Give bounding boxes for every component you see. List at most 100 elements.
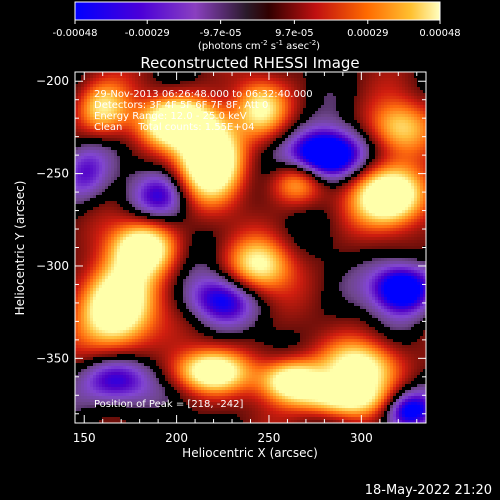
heatmap-cell: [192, 102, 196, 106]
heatmap-cell: [366, 165, 370, 169]
heatmap-cell: [306, 96, 310, 100]
heatmap-cell: [195, 132, 199, 136]
heatmap-cell: [111, 114, 115, 118]
heatmap-cell: [159, 117, 163, 121]
colorbar-unit-label: (photons cm-2 s-1 asec-2): [198, 39, 320, 52]
heatmap-cell: [267, 171, 271, 175]
heatmap-cell: [87, 132, 91, 136]
heatmap-cell: [177, 171, 181, 175]
heatmap-cell: [255, 108, 259, 112]
heatmap-cell: [402, 156, 406, 160]
heatmap-cell: [414, 102, 418, 106]
heatmap-cell: [186, 93, 190, 97]
heatmap-cell: [252, 84, 256, 88]
heatmap-cell: [168, 180, 172, 184]
heatmap-cell: [108, 186, 112, 190]
heatmap-cell: [258, 162, 262, 166]
heatmap-cell: [183, 72, 187, 76]
heatmap-cell: [237, 147, 241, 151]
heatmap-cell: [222, 168, 226, 172]
heatmap-cell: [75, 78, 79, 82]
heatmap-cell: [288, 183, 292, 187]
heatmap-cell: [225, 120, 229, 124]
heatmap-cell: [144, 144, 148, 148]
heatmap-cell: [387, 159, 391, 163]
heatmap-cell: [270, 123, 274, 127]
heatmap-cell: [297, 84, 301, 88]
heatmap-cell: [291, 123, 295, 127]
heatmap-cell: [153, 123, 157, 127]
heatmap-cell: [156, 168, 160, 172]
heatmap-cell: [111, 99, 115, 103]
heatmap-cell: [81, 81, 85, 85]
heatmap-cell: [168, 183, 172, 187]
heatmap-cell: [81, 171, 85, 175]
heatmap-cell: [81, 114, 85, 118]
heatmap-cell: [369, 168, 373, 172]
heatmap-cell: [411, 177, 415, 181]
heatmap-cell: [180, 150, 184, 154]
heatmap-cell: [174, 156, 178, 160]
heatmap-cell: [78, 156, 82, 160]
heatmap-cell: [123, 198, 127, 202]
heatmap-cell: [336, 114, 340, 118]
heatmap-cell: [105, 105, 109, 109]
heatmap-cell: [342, 183, 346, 187]
heatmap-cell: [213, 138, 217, 142]
heatmap-cell: [282, 81, 286, 85]
heatmap-cell: [147, 141, 151, 145]
heatmap-cell: [321, 72, 325, 76]
heatmap-cell: [105, 138, 109, 142]
heatmap-cell: [105, 153, 109, 157]
heatmap-cell: [381, 72, 385, 76]
heatmap-cell: [240, 198, 244, 202]
heatmap-cell: [246, 165, 250, 169]
heatmap-cell: [162, 198, 166, 202]
heatmap-cell: [417, 126, 421, 130]
heatmap-cell: [402, 129, 406, 133]
heatmap-cell: [315, 72, 319, 76]
heatmap-cell: [342, 177, 346, 181]
heatmap-cell: [381, 123, 385, 127]
heatmap-cell: [207, 75, 211, 79]
heatmap-cell: [333, 96, 337, 100]
heatmap-cell: [105, 186, 109, 190]
colorbar: [74, 1, 441, 21]
heatmap-cell: [285, 111, 289, 115]
heatmap-cell: [132, 105, 136, 109]
heatmap-cell: [267, 186, 271, 190]
heatmap-cell: [321, 186, 325, 190]
heatmap-cell: [375, 87, 379, 91]
heatmap-cell: [366, 96, 370, 100]
heatmap-cell: [144, 87, 148, 91]
heatmap-cell: [306, 138, 310, 142]
heatmap-cell: [150, 105, 154, 109]
heatmap-cell: [312, 186, 316, 190]
heatmap-cell: [318, 171, 322, 175]
heatmap-cell: [201, 105, 205, 109]
heatmap-cell: [156, 117, 160, 121]
heatmap-cell: [342, 87, 346, 91]
heatmap-cell: [345, 144, 349, 148]
heatmap-cell: [174, 114, 178, 118]
heatmap-cell: [132, 183, 136, 187]
heatmap-cell: [357, 138, 361, 142]
heatmap-cell: [225, 180, 229, 184]
heatmap-cell: [318, 123, 322, 127]
heatmap-cell: [195, 90, 199, 94]
heatmap-cell: [393, 174, 397, 178]
heatmap-cell: [102, 102, 106, 106]
heatmap-cell: [408, 162, 412, 166]
heatmap-cell: [354, 78, 358, 82]
heatmap-cell: [288, 186, 292, 190]
heatmap-cell: [99, 90, 103, 94]
heatmap-cell: [360, 90, 364, 94]
heatmap-cell: [246, 153, 250, 157]
heatmap-cell: [84, 75, 88, 79]
heatmap-cell: [294, 93, 298, 97]
heatmap-cell: [204, 198, 208, 202]
heatmap-cell: [327, 78, 331, 82]
heatmap-cell: [351, 105, 355, 109]
heatmap-cell: [294, 108, 298, 112]
heatmap-cell: [351, 192, 355, 196]
